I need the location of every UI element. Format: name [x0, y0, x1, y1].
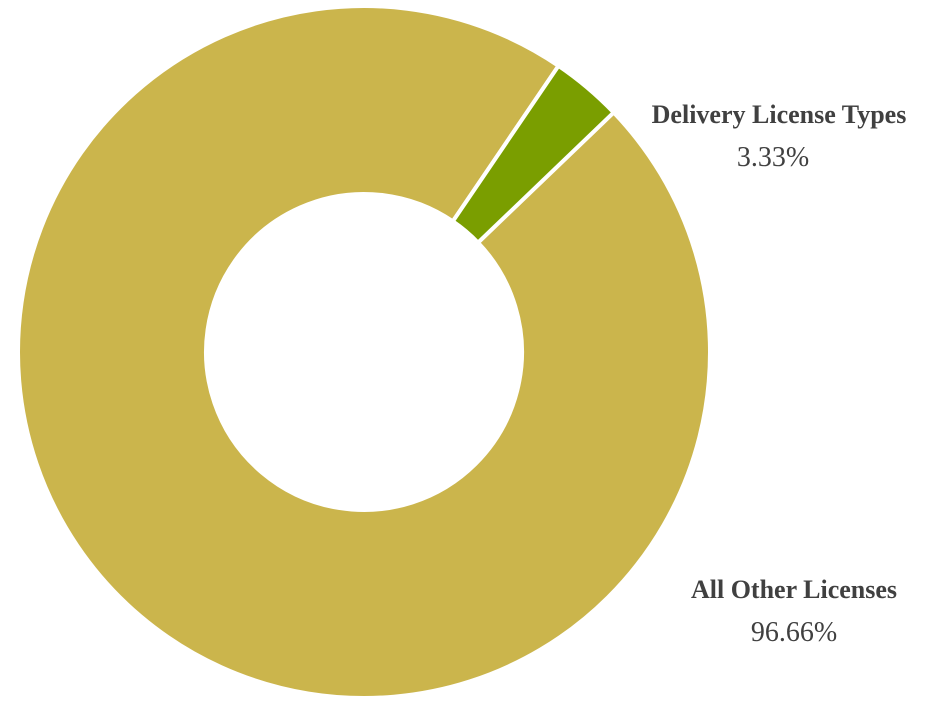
slices-group — [16, 4, 712, 700]
slice-label-delivery-license-types-value: 3.33% — [737, 142, 809, 173]
label-delivery-license-types: Delivery License Types 3.33% — [652, 100, 907, 173]
slice-label-delivery-license-types-name: Delivery License Types — [652, 100, 907, 129]
label-all-other-licenses: All Other Licenses 96.66% — [691, 575, 897, 648]
slice-delivery-license-types — [450, 63, 617, 246]
slice-label-all-other-licenses-name: All Other Licenses — [691, 575, 897, 604]
slice-all-other-licenses — [16, 4, 712, 700]
slice-label-all-other-licenses-value: 96.66% — [751, 617, 837, 648]
